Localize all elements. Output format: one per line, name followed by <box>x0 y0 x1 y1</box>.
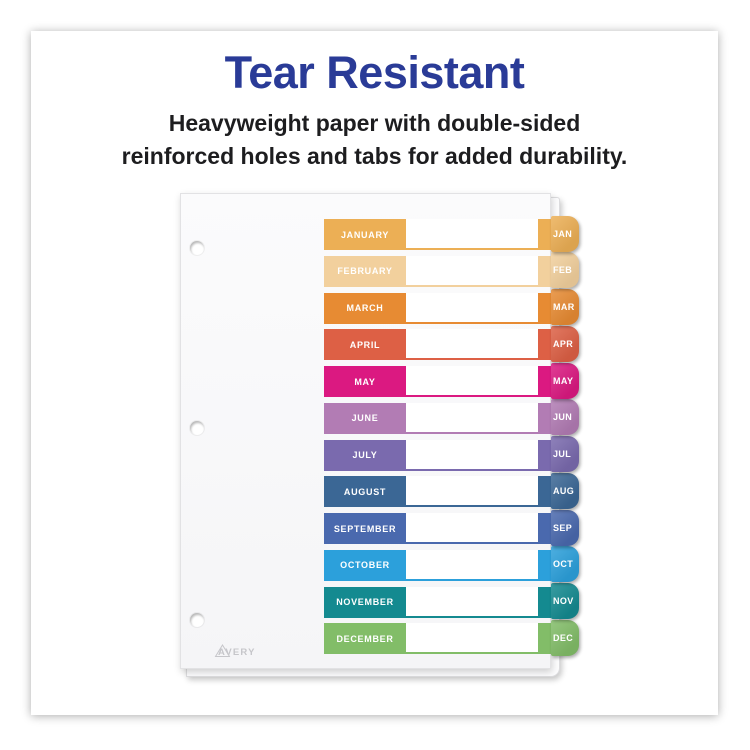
month-row-edge-strip <box>538 586 551 618</box>
month-tab-label: JAN <box>553 228 573 239</box>
month-row-writein-line <box>406 219 538 250</box>
month-row-label: SEPTEMBER <box>324 513 406 544</box>
month-tab-label: FEB <box>553 265 573 276</box>
month-row-label: OCTOBER <box>324 549 406 581</box>
month-row-label: MARCH <box>324 292 406 324</box>
month-row: FEBRUARY <box>324 255 551 287</box>
month-row-edge-strip <box>538 219 551 250</box>
month-row-edge-strip <box>538 476 551 508</box>
month-tab: SEP <box>551 509 579 546</box>
month-row-writein-line <box>406 329 538 361</box>
month-row-writein-line <box>406 513 538 544</box>
avery-logo-graphic: AVERY <box>214 644 256 658</box>
month-row: MARCH <box>324 292 551 324</box>
month-tab: JUN <box>551 399 579 436</box>
avery-logo: AVERY <box>214 643 266 659</box>
index-tabs: JAN FEB MAR APR MAY JUN JUL AUG SEP OCT … <box>181 194 579 668</box>
punch-hole-top <box>190 241 204 255</box>
punch-hole-bottom <box>190 613 204 627</box>
headline: Tear Resistant <box>224 47 525 98</box>
month-row-label: JUNE <box>324 402 406 434</box>
month-tab-label: MAR <box>553 302 575 312</box>
month-tab: MAY <box>551 362 579 399</box>
month-row-label: MAY <box>324 366 406 397</box>
month-tab: MAR <box>551 289 579 325</box>
month-tab: OCT <box>551 546 579 583</box>
month-row-edge-strip <box>538 439 551 471</box>
month-row-edge-strip <box>538 292 551 324</box>
month-tab-label: MAY <box>553 375 574 386</box>
month-row-label: DECEMBER <box>324 623 406 655</box>
month-row: SEPTEMBER <box>324 513 551 544</box>
month-tab-label: SEP <box>553 522 573 533</box>
month-row-edge-strip <box>538 513 551 544</box>
month-row-label: APRIL <box>324 329 406 361</box>
month-tab-label: OCT <box>553 559 574 570</box>
month-tab-label: NOV <box>553 596 574 606</box>
month-row-writein-line <box>406 623 538 655</box>
month-row: APRIL <box>324 329 551 361</box>
month-row: JUNE <box>324 402 551 434</box>
month-row-edge-strip <box>538 623 551 655</box>
month-tab: AUG <box>551 472 579 509</box>
toc-rows: JANUARY FEBRUARY MARCH APRIL MAY JUNE JU… <box>181 194 551 668</box>
month-row-writein-line <box>406 255 538 287</box>
month-row-label: JANUARY <box>324 219 406 250</box>
month-row-label: NOVEMBER <box>324 586 406 618</box>
month-tab: JAN <box>551 215 579 252</box>
month-row-edge-strip <box>538 366 551 397</box>
month-tab-label: APR <box>553 338 574 349</box>
month-row-edge-strip <box>538 255 551 287</box>
month-tab: APR <box>551 325 579 362</box>
month-row-writein-line <box>406 549 538 581</box>
month-tab: DEC <box>551 619 579 656</box>
month-row-edge-strip <box>538 329 551 361</box>
subheadline-line1: Heavyweight paper with double-sided <box>168 110 581 136</box>
product-card: Tear Resistant Heavyweight paper with do… <box>31 31 718 715</box>
month-tab-label: AUG <box>553 485 575 496</box>
month-row-writein-line <box>406 366 538 397</box>
month-row-label: AUGUST <box>324 476 406 508</box>
month-tab: FEB <box>551 252 579 289</box>
month-row-writein-line <box>406 402 538 434</box>
month-row: MAY <box>324 366 551 397</box>
avery-logo-text: AVERY <box>218 647 256 658</box>
month-row-writein-line <box>406 439 538 471</box>
month-row-edge-strip <box>538 549 551 581</box>
divider-sheet: JANUARY FEBRUARY MARCH APRIL MAY JUNE JU… <box>180 193 579 669</box>
month-tab-label: DEC <box>553 632 574 643</box>
month-row-edge-strip <box>538 402 551 434</box>
month-row-label: FEBRUARY <box>324 255 406 287</box>
month-row: AUGUST <box>324 476 551 508</box>
month-row: JULY <box>324 439 551 471</box>
subheadline: Heavyweight paper with double-sided rein… <box>31 107 718 173</box>
month-row-writein-line <box>406 292 538 324</box>
month-tab: NOV <box>551 583 579 619</box>
month-row: DECEMBER <box>324 623 551 655</box>
month-row: NOVEMBER <box>324 586 551 618</box>
punch-hole-middle <box>190 421 204 435</box>
month-row-writein-line <box>406 586 538 618</box>
month-row: OCTOBER <box>324 549 551 581</box>
month-tab: JUL <box>551 436 579 472</box>
month-row-writein-line <box>406 476 538 508</box>
month-tab-label: JUL <box>553 449 572 459</box>
subheadline-line2: reinforced holes and tabs for added dura… <box>121 143 628 169</box>
month-tab-label: JUN <box>553 412 573 423</box>
month-row-label: JULY <box>324 439 406 471</box>
month-row: JANUARY <box>324 219 551 250</box>
